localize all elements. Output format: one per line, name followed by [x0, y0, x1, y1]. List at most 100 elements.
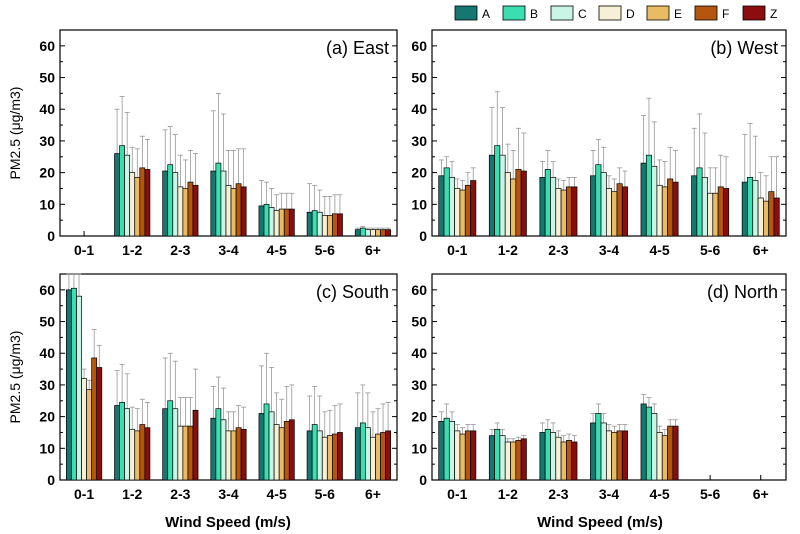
bar-b	[215, 162, 222, 237]
y-tick-label: 60	[411, 282, 427, 298]
bar-z	[723, 188, 730, 237]
bar-e	[510, 178, 517, 237]
bar-z	[621, 186, 628, 237]
bar-e	[278, 427, 285, 481]
y-axis-label-bottom: PM2.5 (μg/m3)	[7, 331, 23, 424]
bar-f	[616, 183, 623, 237]
bar-f	[380, 229, 386, 237]
y-tick-label: 10	[39, 440, 55, 456]
bar-d	[454, 430, 461, 481]
bar-z	[144, 169, 151, 237]
y-tick-label: 60	[39, 282, 55, 298]
panel-2: 0 10 20 30 40 50 60 0-1 1-2 2-3 3-4 4-5 5-6 6+ (b) Wes…	[411, 29, 787, 258]
y-tick-label: 0	[47, 472, 55, 488]
legend-label-f: F	[722, 7, 729, 21]
bar-a	[438, 421, 445, 481]
bar-d	[177, 186, 184, 237]
x-tick-label: 0-1	[447, 486, 467, 502]
bar-a	[354, 229, 361, 237]
bar-c	[364, 229, 371, 237]
y-tick-label: 50	[411, 314, 427, 330]
x-tick-label: 2-3	[548, 486, 568, 502]
bar-a	[640, 403, 647, 481]
bar-f	[139, 424, 146, 481]
bar-z	[288, 419, 295, 481]
bar-d	[605, 188, 613, 237]
bar-b	[359, 227, 366, 237]
y-tick-label: 40	[411, 101, 427, 117]
bar-c	[220, 419, 227, 481]
x-tick-label: 2-3	[548, 242, 568, 258]
x-tick-label: 4-5	[267, 486, 287, 502]
x-tick-label: 5-6	[315, 486, 335, 502]
bar-e	[375, 433, 381, 481]
panel-title: (b) West	[710, 38, 778, 58]
bar-z	[337, 213, 343, 237]
bar-e	[560, 441, 567, 481]
bar-a	[488, 154, 495, 237]
bar-e	[182, 188, 189, 237]
panel-4: 0 10 20 30 40 50 60 0-1 1-2 2-3 3-4 4-5 5-6 6+ (d) Nor…	[411, 273, 787, 502]
bar-c	[550, 432, 557, 481]
bar-b	[494, 428, 501, 481]
y-tick-label: 0	[419, 228, 427, 244]
bar-c	[499, 154, 506, 237]
bar-a	[258, 413, 265, 481]
bar-z	[621, 430, 628, 481]
bar-e	[763, 200, 770, 237]
legend-swatch-c	[550, 5, 574, 21]
bar-b	[595, 164, 602, 237]
legend-swatch-z	[742, 5, 766, 21]
bar-d	[656, 184, 663, 237]
bar-a	[306, 211, 313, 237]
bar-d	[504, 172, 511, 237]
bar-d	[656, 432, 663, 481]
bar-z	[520, 438, 527, 481]
bar-f	[91, 357, 98, 481]
bar-d	[321, 215, 328, 237]
bar-d	[555, 188, 562, 237]
x-axis-label-left: Wind Speed (m/s)	[165, 514, 291, 531]
bar-a	[590, 422, 597, 481]
bar-c	[651, 413, 658, 481]
bar-e	[230, 188, 237, 237]
bar-c	[651, 165, 658, 237]
panel-title: (d) North	[707, 282, 778, 302]
bar-f	[187, 425, 194, 481]
legend-label-z: Z	[770, 7, 777, 21]
y-axis-label-top: PM2.5 (μg/m3)	[7, 87, 23, 180]
bar-f	[566, 186, 573, 237]
bar-a	[210, 417, 217, 481]
legend-label-b: B	[530, 7, 538, 21]
x-tick-label: 0-1	[74, 242, 94, 258]
x-tick-label: 6+	[365, 486, 381, 502]
bar-f	[464, 184, 471, 237]
x-tick-label: 5-6	[315, 242, 335, 258]
bar-z	[672, 181, 679, 237]
bar-a	[306, 430, 313, 481]
x-tick-label: 3-4	[218, 242, 238, 258]
bar-b	[443, 167, 450, 237]
bar-e	[326, 215, 333, 237]
bar-z	[192, 184, 199, 237]
bar-e	[712, 192, 719, 237]
bar-e	[134, 430, 141, 481]
bar-c	[172, 172, 179, 237]
bar-c	[448, 177, 455, 237]
bar-b	[167, 400, 174, 481]
bar-c	[124, 154, 131, 237]
legend-swatch-f	[694, 5, 718, 21]
bar-c	[752, 180, 759, 237]
y-tick-label: 60	[411, 38, 427, 54]
bar-d	[321, 436, 328, 481]
x-tick-label: 6+	[753, 242, 769, 258]
x-tick-label: 4-5	[649, 242, 669, 258]
bar-c	[316, 430, 323, 481]
bar-c	[76, 295, 82, 481]
bar-b	[167, 164, 174, 237]
bar-b	[311, 424, 318, 481]
legend-swatch-a	[454, 5, 478, 21]
bar-f	[515, 440, 522, 481]
bar-e	[86, 389, 93, 481]
